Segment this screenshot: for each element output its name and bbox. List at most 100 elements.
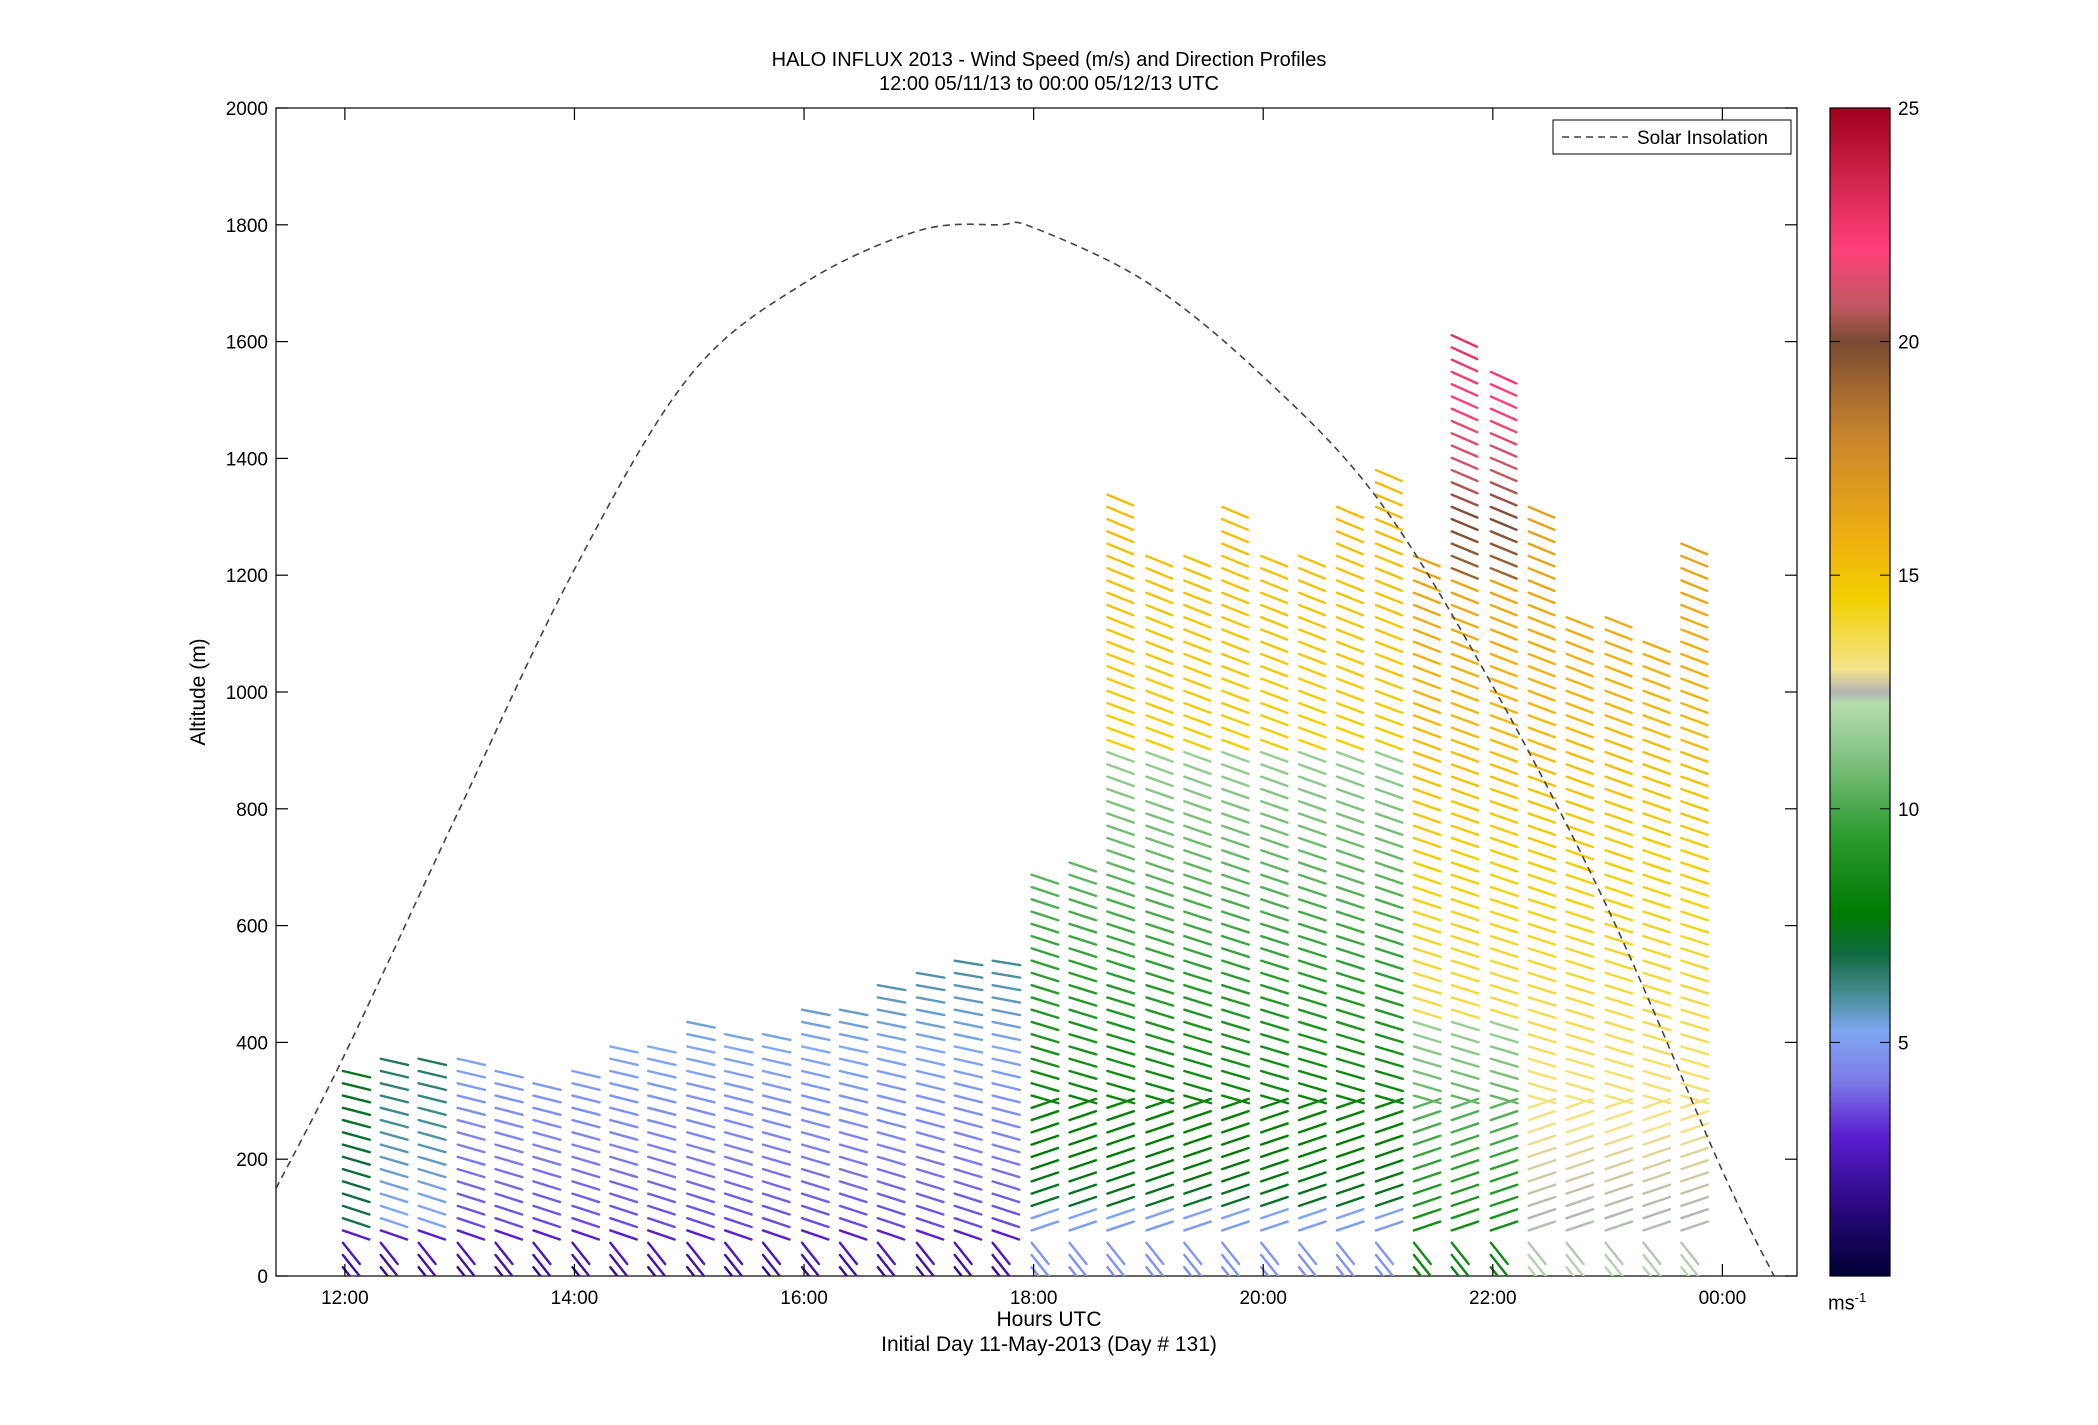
wind-barb <box>1145 885 1175 898</box>
wind-barb <box>838 1241 859 1266</box>
wind-barb <box>1489 468 1518 483</box>
wind-barb <box>1335 750 1365 763</box>
wind-barb <box>1297 1159 1327 1171</box>
wind-barb <box>1642 1253 1662 1276</box>
wind-barb <box>800 1155 831 1166</box>
wind-barb <box>1642 763 1671 776</box>
wind-barb <box>1680 971 1710 983</box>
wind-barb <box>1297 849 1327 861</box>
wind-barb <box>1680 1057 1710 1068</box>
wind-barb <box>1335 873 1365 885</box>
wind-barb <box>1604 849 1634 861</box>
wind-barb <box>417 1266 428 1276</box>
wind-barb <box>1106 1171 1136 1183</box>
wind-barb <box>991 1192 1021 1204</box>
wind-barb <box>1450 640 1479 654</box>
wind-barb <box>1220 726 1250 739</box>
wind-barb <box>1489 689 1519 702</box>
wind-barb <box>1260 934 1289 946</box>
wind-barb <box>1220 898 1250 910</box>
wind-barb <box>1145 1195 1175 1208</box>
wind-barb <box>723 1266 734 1276</box>
wind-barb <box>915 971 946 979</box>
wind-barb <box>761 1180 791 1191</box>
wind-barb <box>647 1143 677 1154</box>
colorbar-ticks: 5 10 15 20 25 <box>1830 99 1919 1054</box>
wind-barb <box>876 1204 906 1216</box>
wind-barb <box>1565 1208 1595 1220</box>
wind-barb <box>1297 824 1327 837</box>
wind-barb <box>1260 1220 1289 1232</box>
wind-barb <box>1565 1122 1595 1134</box>
wind-barb <box>838 1229 868 1241</box>
wind-barb <box>1145 922 1175 934</box>
wind-barb <box>1335 1097 1365 1110</box>
wind-barb <box>1565 812 1595 824</box>
wind-barb <box>1145 1122 1175 1134</box>
wind-barb <box>1412 983 1442 995</box>
wind-barb <box>1412 1134 1442 1146</box>
wind-barb <box>1604 787 1634 800</box>
wind-barb <box>1335 517 1364 532</box>
wind-barb <box>1183 861 1212 873</box>
wind-barb <box>686 1094 716 1104</box>
wind-barb <box>838 1155 868 1166</box>
wind-barb <box>1680 959 1710 971</box>
wind-barb <box>1145 1082 1175 1093</box>
wind-barb <box>1297 689 1327 702</box>
wind-barb <box>761 1229 791 1241</box>
colorbar-unit: ms-1 <box>1828 1290 1866 1316</box>
wind-barb <box>1335 959 1365 971</box>
wind-barb <box>1260 910 1289 922</box>
wind-barb <box>761 1204 791 1216</box>
wind-barb <box>1527 652 1556 666</box>
wind-barb <box>1106 836 1135 849</box>
wind-barb <box>1297 579 1327 593</box>
wind-barb <box>1260 812 1289 824</box>
wind-barb <box>1297 996 1327 1007</box>
wind-barb <box>1106 689 1135 702</box>
wind-barb <box>1489 419 1518 434</box>
wind-barb <box>647 1045 677 1054</box>
wind-barb <box>1412 1208 1442 1220</box>
wind-barb <box>341 1118 372 1129</box>
wind-barb <box>1412 885 1442 898</box>
wind-barb <box>991 971 1022 979</box>
wind-barb <box>1335 824 1365 837</box>
wind-barb <box>1335 628 1365 641</box>
wind-barb <box>1604 1266 1615 1276</box>
wind-barb <box>1068 1195 1098 1208</box>
wind-barb <box>1450 652 1479 666</box>
wind-barb <box>1565 800 1595 812</box>
wind-barb <box>341 1192 371 1204</box>
wind-barb <box>1604 1069 1634 1081</box>
wind-barb <box>1527 542 1556 556</box>
wind-barb <box>991 1253 1011 1276</box>
wind-barb <box>1412 971 1442 983</box>
wind-barb <box>1374 775 1404 788</box>
wind-barb <box>1030 1020 1060 1032</box>
wind-barb <box>915 1118 946 1129</box>
wind-barb <box>1220 812 1250 824</box>
wind-barb <box>1642 1069 1672 1081</box>
wind-barb <box>1642 873 1672 885</box>
wind-barb <box>1450 701 1480 715</box>
wind-barb <box>1220 959 1250 971</box>
wind-barb <box>1106 652 1135 666</box>
wind-barb <box>1106 1057 1136 1068</box>
wind-barb <box>1260 738 1289 751</box>
wind-barb <box>1450 628 1479 641</box>
wind-barb <box>1489 530 1518 544</box>
wind-barb <box>532 1094 562 1104</box>
wind-barb <box>1680 1020 1710 1032</box>
wind-barb <box>1527 579 1556 593</box>
wind-barb <box>1297 1195 1327 1208</box>
wind-barb <box>1565 1033 1595 1044</box>
wind-barb <box>1068 1109 1098 1122</box>
wind-barb <box>1068 922 1098 934</box>
wind-barb <box>1297 603 1327 617</box>
wind-barb <box>838 1204 868 1216</box>
wind-barb <box>1335 616 1365 629</box>
wind-barb <box>532 1082 562 1092</box>
wind-barb <box>1220 1057 1251 1068</box>
